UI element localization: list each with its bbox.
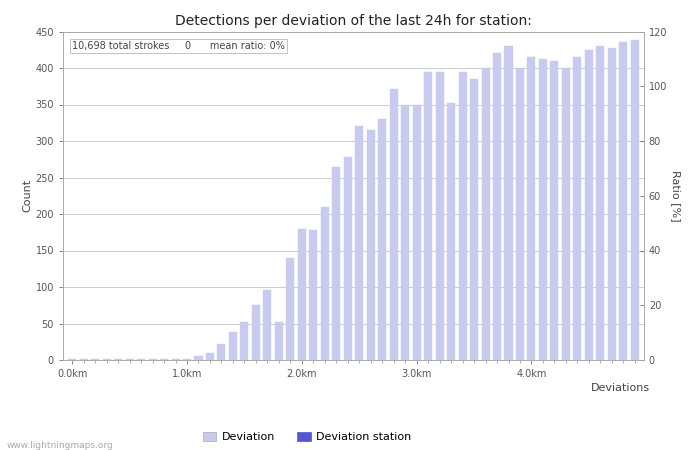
Bar	[263, 290, 272, 360]
Bar	[631, 40, 639, 360]
Bar	[91, 359, 99, 360]
Bar	[332, 167, 340, 360]
Bar	[528, 57, 536, 360]
Bar	[355, 126, 363, 360]
Bar	[160, 359, 168, 360]
Bar	[367, 130, 374, 360]
Bar	[608, 48, 616, 360]
Bar	[309, 230, 317, 360]
Bar	[344, 157, 352, 360]
Bar	[183, 359, 191, 360]
Y-axis label: Count: Count	[22, 179, 33, 212]
Bar	[321, 207, 329, 360]
Bar	[585, 50, 593, 360]
Bar	[286, 258, 295, 360]
Bar	[482, 68, 489, 360]
Bar	[493, 54, 501, 360]
Bar	[378, 119, 386, 360]
Bar	[435, 72, 444, 360]
Bar	[412, 105, 421, 360]
Bar	[229, 332, 237, 360]
Title: Detections per deviation of the last 24h for station:: Detections per deviation of the last 24h…	[175, 14, 532, 27]
Bar	[80, 359, 88, 360]
Bar	[125, 359, 134, 360]
Bar	[596, 46, 604, 360]
Bar	[505, 46, 512, 360]
Bar	[195, 356, 202, 360]
Bar	[401, 104, 410, 360]
Bar	[458, 72, 467, 360]
Bar	[298, 229, 306, 360]
Y-axis label: Ratio [%]: Ratio [%]	[671, 170, 681, 221]
Bar	[103, 359, 111, 360]
Bar	[252, 305, 260, 360]
Bar	[240, 322, 248, 360]
Bar	[539, 58, 547, 360]
Bar	[447, 103, 455, 360]
Bar	[516, 68, 524, 360]
Bar	[218, 344, 225, 360]
Bar	[275, 322, 283, 360]
Bar	[550, 61, 559, 360]
Bar	[206, 353, 214, 360]
Bar	[573, 57, 582, 360]
Bar	[148, 359, 157, 360]
Bar	[620, 42, 627, 360]
Bar	[390, 89, 398, 360]
Bar	[137, 359, 145, 360]
Text: www.lightningmaps.org: www.lightningmaps.org	[7, 441, 113, 450]
Bar	[172, 359, 179, 360]
Bar	[114, 359, 122, 360]
Bar	[68, 359, 76, 360]
Bar	[470, 79, 478, 360]
Bar	[562, 68, 570, 360]
Text: 10,698 total strokes     0      mean ratio: 0%: 10,698 total strokes 0 mean ratio: 0%	[71, 41, 285, 51]
Text: Deviations: Deviations	[591, 383, 650, 393]
Bar	[424, 72, 432, 360]
